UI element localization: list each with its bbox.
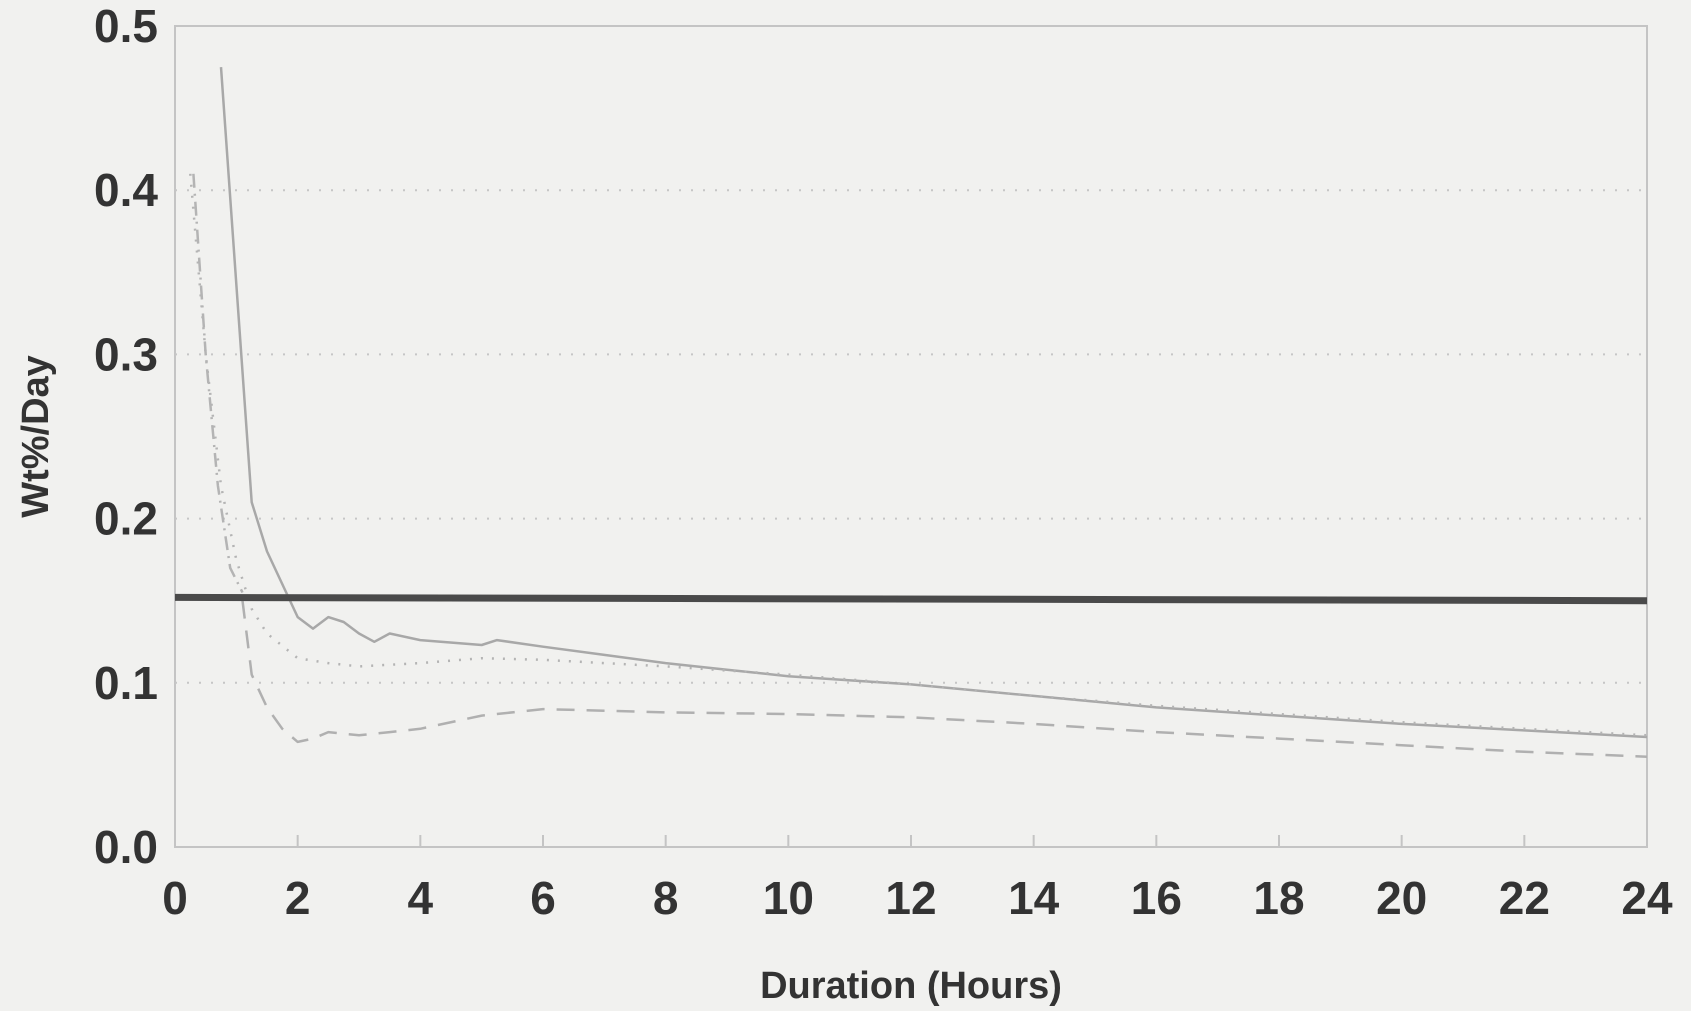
y-axis-ticks: 0.0 0.1 0.2 0.3 0.4 0.5 (94, 0, 158, 873)
x-tick-label-5: 10 (763, 872, 814, 924)
y-tick-label-5: 0.5 (94, 0, 158, 52)
y-tick-label-4: 0.4 (94, 164, 158, 216)
x-tick-label-11: 22 (1499, 872, 1550, 924)
x-tick-label-2: 4 (408, 872, 434, 924)
series-line-dotted (189, 173, 1648, 737)
x-tick-label-8: 16 (1131, 872, 1182, 924)
x-tick-label-9: 18 (1253, 872, 1304, 924)
x-tick-label-7: 14 (1008, 872, 1060, 924)
x-tick-label-3: 6 (530, 872, 556, 924)
x-axis-ticks: 0 2 4 6 8 10 12 14 16 18 20 22 24 (162, 835, 1673, 924)
series-line-solid (219, 67, 1648, 739)
y-tick-label-1: 0.1 (94, 657, 158, 709)
gridlines (175, 189, 1647, 684)
series-line-dash-dot (192, 173, 244, 594)
x-tick-label-1: 2 (285, 872, 311, 924)
y-tick-label-3: 0.3 (94, 328, 158, 380)
x-axis-title: Duration (Hours) (760, 965, 1062, 1007)
x-tick-label-12: 24 (1621, 872, 1673, 924)
series-line-thick-solid (174, 593, 1648, 605)
x-tick-label-0: 0 (162, 872, 188, 924)
y-tick-label-0: 0.0 (94, 821, 158, 873)
x-tick-label-10: 20 (1376, 872, 1427, 924)
y-tick-label-2: 0.2 (94, 493, 158, 545)
series-group (174, 67, 1648, 758)
x-tick-label-6: 12 (885, 872, 936, 924)
x-tick-label-4: 8 (653, 872, 679, 924)
y-axis-title: Wt%/Day (15, 355, 57, 518)
series-line-dashed (241, 600, 1648, 758)
